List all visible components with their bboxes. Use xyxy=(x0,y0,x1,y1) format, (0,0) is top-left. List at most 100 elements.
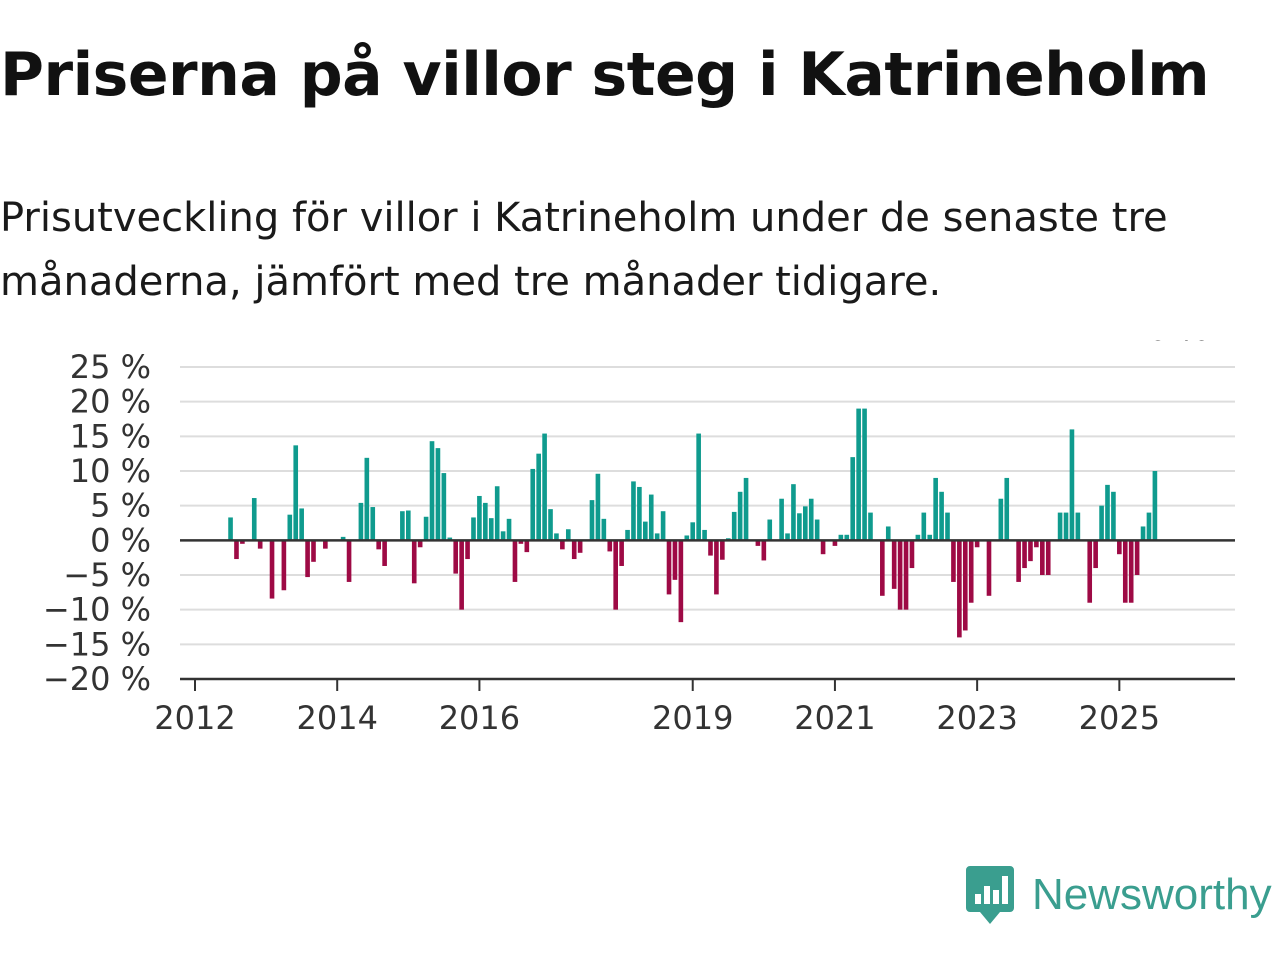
y-axis-ticks: 25 %20 %15 %10 %5 %0 %−5 %−10 %−15 %−20 … xyxy=(43,348,151,698)
y-tick-label: −20 % xyxy=(43,660,151,698)
x-axis: 2012 2014 2016 2019 2021 2023 2025 xyxy=(154,677,1235,737)
bar xyxy=(684,535,690,541)
bar xyxy=(666,540,672,595)
bar xyxy=(1117,540,1122,555)
bar xyxy=(897,540,903,610)
bar xyxy=(808,498,814,541)
bar xyxy=(423,516,429,541)
bar xyxy=(400,511,405,541)
bar xyxy=(1004,477,1010,541)
bar xyxy=(323,540,328,549)
bar xyxy=(299,508,304,541)
bar xyxy=(429,441,435,541)
bar xyxy=(785,533,790,541)
bar xyxy=(240,540,245,544)
bar xyxy=(820,540,826,555)
bar xyxy=(251,498,257,541)
bar xyxy=(1122,540,1128,603)
bar xyxy=(720,540,725,560)
bar xyxy=(536,453,541,541)
bar xyxy=(530,468,536,541)
chart-subtitle: Prisutveckling för villor i Katrineholm … xyxy=(0,195,1168,305)
bar xyxy=(743,477,749,541)
bar xyxy=(797,513,802,541)
bar xyxy=(358,502,364,541)
bar xyxy=(885,526,891,541)
bar xyxy=(939,491,944,541)
bar xyxy=(880,540,885,596)
bars xyxy=(228,408,1158,638)
bar xyxy=(1128,540,1134,603)
bar xyxy=(660,511,666,541)
bar xyxy=(731,511,737,541)
bar xyxy=(945,512,950,541)
bar xyxy=(364,457,370,541)
bar xyxy=(927,534,933,541)
bar xyxy=(595,473,601,541)
bar xyxy=(500,531,506,541)
bar xyxy=(1016,540,1021,582)
bar xyxy=(903,540,909,610)
bar xyxy=(1105,484,1110,541)
bar xyxy=(637,486,642,541)
bar xyxy=(1057,512,1063,541)
bar xyxy=(862,408,867,541)
bar xyxy=(512,540,518,582)
bar xyxy=(1152,471,1158,541)
bar xyxy=(856,408,861,541)
bar xyxy=(672,540,678,580)
x-tick-label: 2019 xyxy=(652,699,733,737)
x-tick-label: 2016 xyxy=(439,699,520,737)
bar xyxy=(406,510,411,541)
bar xyxy=(1075,512,1081,541)
bar xyxy=(483,502,488,541)
x-tick-label: 2021 xyxy=(794,699,875,737)
bar xyxy=(957,540,962,638)
bar xyxy=(915,534,921,541)
bar xyxy=(382,540,387,566)
bar xyxy=(346,540,352,582)
y-tick-label: 20 % xyxy=(70,383,151,421)
bar xyxy=(305,540,310,578)
bar xyxy=(1140,526,1146,541)
bar xyxy=(459,540,464,610)
x-tick-label: 2023 xyxy=(936,699,1017,737)
bar xyxy=(1034,540,1039,548)
bar xyxy=(471,517,476,541)
bar xyxy=(1069,429,1075,541)
bar xyxy=(755,540,761,546)
y-tick-label: 5 % xyxy=(90,487,151,525)
bar xyxy=(601,518,607,541)
bar xyxy=(767,519,773,541)
bar xyxy=(228,517,233,541)
newsworthy-logo-text: Newsworthy xyxy=(1032,870,1272,919)
y-tick-label: 25 % xyxy=(70,348,151,386)
bar xyxy=(1063,512,1069,541)
bar xyxy=(1099,505,1104,541)
bar xyxy=(951,540,956,582)
x-tick-label: 2012 xyxy=(154,699,235,737)
bar xyxy=(287,514,293,541)
bar xyxy=(548,509,553,541)
bar xyxy=(340,536,346,541)
bar xyxy=(986,540,992,596)
bar xyxy=(625,529,630,541)
y-tick-label: 15 % xyxy=(70,417,151,455)
bar xyxy=(506,518,512,541)
bar xyxy=(524,540,530,553)
bar xyxy=(814,519,820,541)
newsworthy-logo: Newsworthy xyxy=(964,864,1272,926)
bar xyxy=(1146,512,1152,541)
bar xyxy=(1093,540,1098,569)
bar xyxy=(654,533,660,541)
x-tick-label: 2025 xyxy=(1079,699,1160,737)
bar xyxy=(631,481,636,541)
bar xyxy=(921,512,927,541)
bar xyxy=(465,540,470,560)
bar xyxy=(761,540,767,561)
bar xyxy=(802,506,808,541)
bar xyxy=(933,477,938,541)
bar xyxy=(447,537,453,541)
bar xyxy=(607,540,613,552)
bar xyxy=(1022,540,1027,569)
